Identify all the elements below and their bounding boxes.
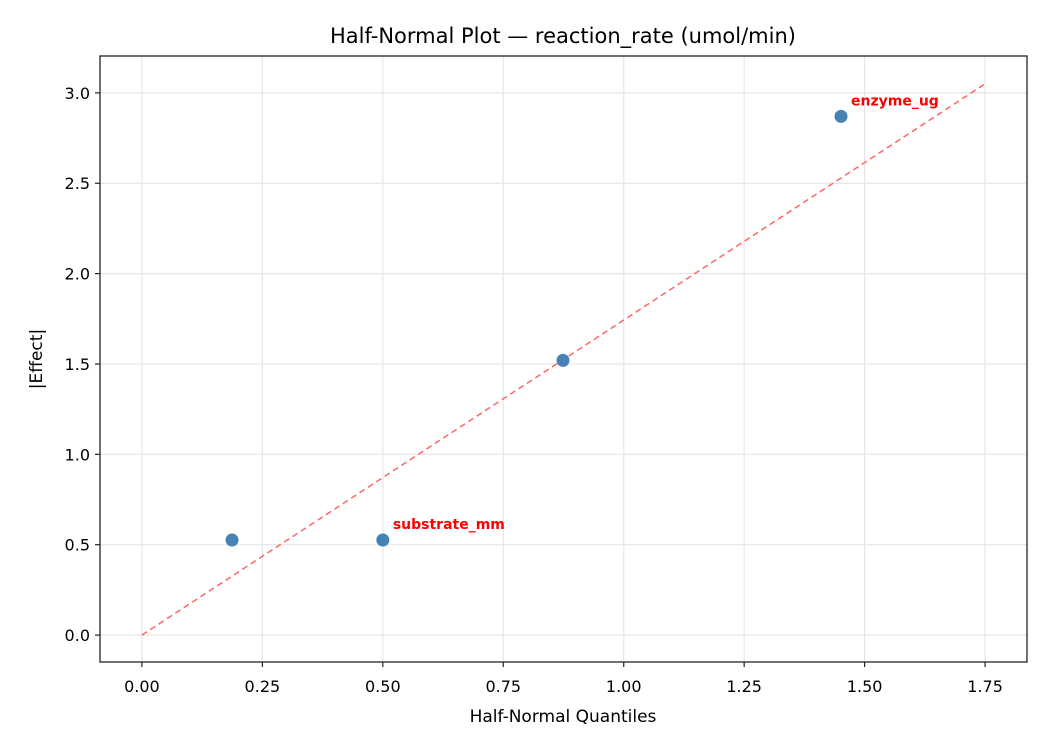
data-point bbox=[225, 533, 239, 547]
y-tick-label: 3.0 bbox=[65, 84, 90, 103]
x-tick-label: 1.50 bbox=[847, 677, 883, 696]
data-point bbox=[834, 109, 848, 123]
y-tick-label: 1.5 bbox=[65, 355, 90, 374]
chart-title: Half-Normal Plot — reaction_rate (umol/m… bbox=[330, 24, 796, 49]
data-point bbox=[556, 353, 570, 367]
x-tick-label: 0.00 bbox=[124, 677, 160, 696]
x-tick-label: 0.25 bbox=[245, 677, 281, 696]
point-label: enzyme_ug bbox=[851, 93, 939, 109]
point-label: substrate_mm bbox=[393, 517, 505, 533]
plot-frame bbox=[99, 55, 1028, 663]
x-tick-label: 1.75 bbox=[967, 677, 1003, 696]
x-tick-label: 1.00 bbox=[606, 677, 642, 696]
y-tick-label: 2.0 bbox=[65, 265, 90, 284]
x-axis-ticks: 0.00 0.25 0.50 0.75 1.00 1.25 1.50 1.75 bbox=[124, 662, 1003, 696]
x-tick-label: 0.75 bbox=[485, 677, 521, 696]
x-axis-label: Half-Normal Quantiles bbox=[470, 707, 657, 727]
y-tick-label: 0.0 bbox=[65, 626, 90, 645]
data-point bbox=[376, 533, 390, 547]
data-points bbox=[225, 109, 848, 547]
y-axis-ticks: 0.0 0.5 1.0 1.5 2.0 2.5 3.0 bbox=[65, 84, 100, 645]
y-tick-label: 2.5 bbox=[65, 174, 90, 193]
y-axis-label: |Effect| bbox=[27, 329, 47, 389]
x-tick-label: 0.50 bbox=[365, 677, 401, 696]
point-annotations: substrate_mm enzyme_ug bbox=[393, 93, 939, 533]
grid-lines bbox=[100, 56, 1027, 662]
y-tick-label: 0.5 bbox=[65, 536, 90, 555]
x-tick-label: 1.25 bbox=[726, 677, 762, 696]
y-tick-label: 1.0 bbox=[65, 445, 90, 464]
